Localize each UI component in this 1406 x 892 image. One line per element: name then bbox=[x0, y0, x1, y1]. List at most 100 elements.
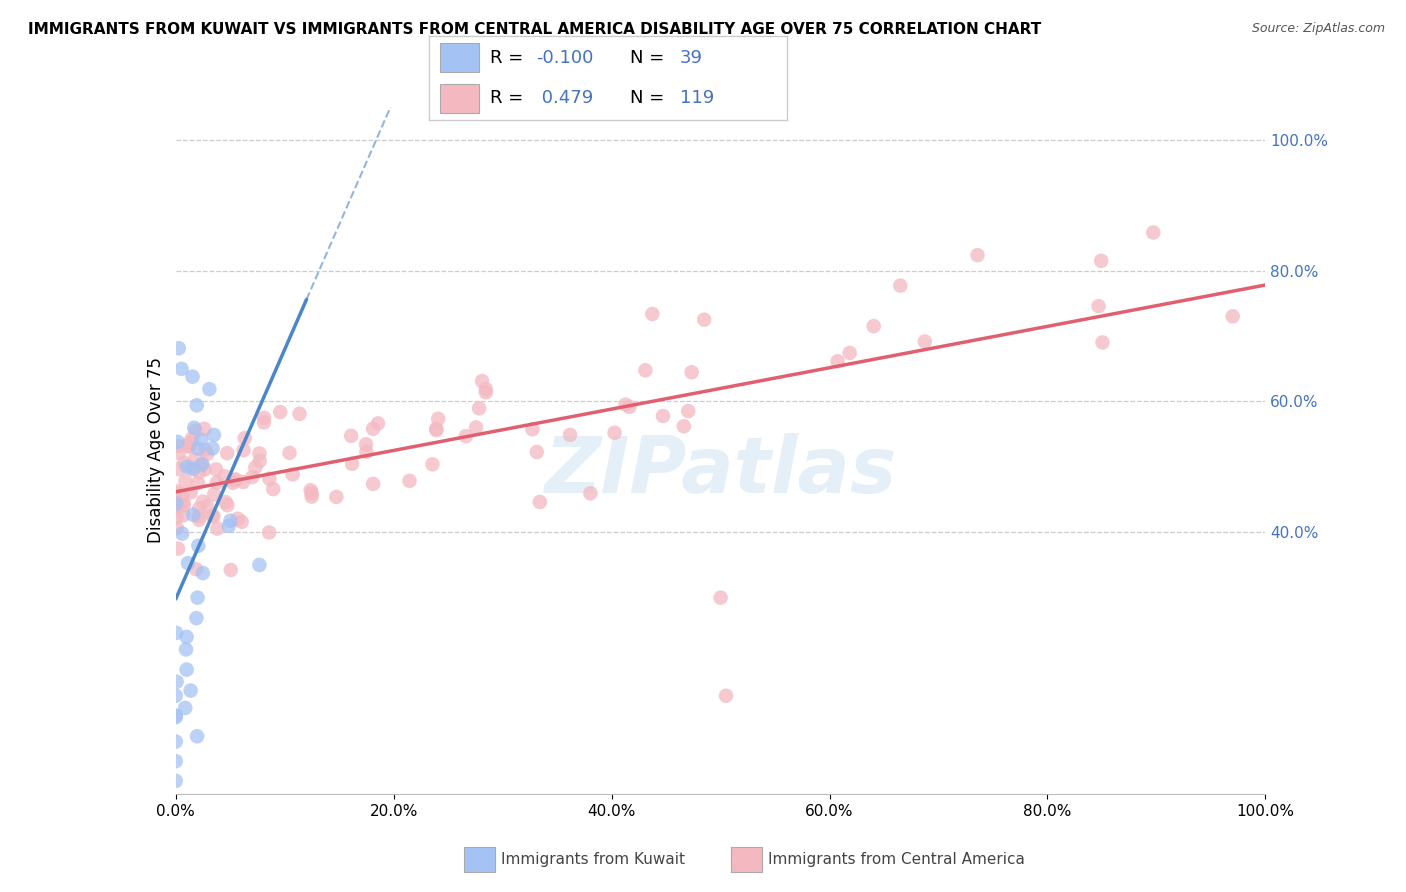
Point bbox=[191, 457, 214, 471]
Point bbox=[217, 446, 239, 460]
Point bbox=[340, 429, 363, 443]
Point bbox=[301, 490, 323, 504]
Point bbox=[165, 708, 187, 723]
Point bbox=[170, 362, 193, 376]
Point bbox=[181, 462, 204, 476]
Point bbox=[838, 346, 860, 360]
Point bbox=[181, 508, 204, 522]
Point bbox=[827, 354, 849, 368]
Point bbox=[205, 462, 228, 476]
Point bbox=[191, 458, 214, 472]
Point bbox=[214, 469, 236, 483]
Point bbox=[191, 566, 214, 580]
Point bbox=[188, 501, 211, 516]
Point bbox=[186, 611, 208, 625]
Point bbox=[188, 513, 211, 527]
Point bbox=[174, 701, 197, 715]
Point bbox=[187, 475, 209, 490]
Point bbox=[173, 456, 195, 470]
Point bbox=[172, 508, 194, 523]
Point bbox=[269, 405, 291, 419]
Point bbox=[231, 515, 253, 529]
Point bbox=[165, 734, 187, 748]
Point bbox=[179, 440, 201, 454]
Point bbox=[634, 363, 657, 377]
Point bbox=[166, 674, 188, 689]
Point bbox=[325, 490, 347, 504]
Point bbox=[471, 374, 494, 388]
Point bbox=[233, 431, 256, 445]
Point bbox=[165, 773, 187, 788]
Point bbox=[356, 445, 378, 459]
Point bbox=[526, 445, 548, 459]
Point bbox=[603, 425, 626, 440]
Point bbox=[172, 487, 194, 501]
Point bbox=[174, 642, 197, 657]
Text: R =: R = bbox=[489, 49, 529, 67]
Text: 39: 39 bbox=[681, 49, 703, 67]
Point bbox=[186, 562, 208, 576]
Point bbox=[558, 427, 581, 442]
Point bbox=[166, 510, 188, 524]
Point bbox=[169, 499, 191, 513]
Point bbox=[1090, 253, 1112, 268]
Point bbox=[1142, 226, 1164, 240]
Point bbox=[187, 442, 209, 456]
Point bbox=[181, 369, 204, 384]
Point bbox=[177, 556, 200, 570]
Point bbox=[165, 689, 187, 703]
Point bbox=[579, 486, 602, 500]
Point bbox=[173, 499, 195, 513]
Point bbox=[475, 385, 498, 400]
Point bbox=[222, 475, 245, 490]
Text: Immigrants from Central America: Immigrants from Central America bbox=[768, 853, 1025, 867]
Point bbox=[249, 446, 271, 460]
Point bbox=[249, 558, 271, 572]
Point bbox=[165, 484, 187, 499]
Point bbox=[678, 404, 700, 418]
Text: 119: 119 bbox=[681, 89, 714, 107]
Point bbox=[1091, 335, 1114, 350]
Text: Immigrants from Kuwait: Immigrants from Kuwait bbox=[501, 853, 685, 867]
Point bbox=[422, 458, 444, 472]
Point bbox=[1222, 310, 1244, 324]
Point bbox=[172, 526, 194, 541]
Point bbox=[184, 424, 207, 438]
Point bbox=[226, 512, 249, 526]
Point bbox=[966, 248, 988, 262]
Point bbox=[167, 541, 190, 556]
Point bbox=[257, 525, 280, 540]
Point bbox=[281, 467, 304, 482]
Point bbox=[361, 477, 384, 491]
Point bbox=[186, 729, 208, 743]
Text: R =: R = bbox=[489, 89, 529, 107]
Point bbox=[619, 400, 641, 414]
Point bbox=[207, 522, 229, 536]
Point bbox=[167, 341, 190, 355]
Point bbox=[367, 417, 389, 431]
Point bbox=[454, 429, 477, 443]
Point bbox=[218, 519, 240, 533]
Point bbox=[652, 409, 675, 423]
Point bbox=[641, 307, 664, 321]
Point bbox=[176, 630, 198, 644]
Point bbox=[427, 412, 450, 426]
Text: IMMIGRANTS FROM KUWAIT VS IMMIGRANTS FROM CENTRAL AMERICA DISABILITY AGE OVER 75: IMMIGRANTS FROM KUWAIT VS IMMIGRANTS FRO… bbox=[28, 22, 1042, 37]
FancyBboxPatch shape bbox=[440, 84, 479, 112]
Point bbox=[184, 452, 207, 467]
Point bbox=[180, 683, 202, 698]
Point bbox=[217, 498, 239, 512]
Point bbox=[398, 474, 420, 488]
Point bbox=[202, 427, 225, 442]
Point bbox=[188, 466, 211, 480]
Point bbox=[177, 439, 200, 453]
Point bbox=[465, 420, 488, 434]
Point bbox=[232, 443, 254, 458]
Point bbox=[225, 473, 247, 487]
Point bbox=[889, 278, 911, 293]
Point bbox=[173, 495, 195, 509]
Point bbox=[253, 416, 276, 430]
Point bbox=[198, 382, 221, 396]
Point bbox=[262, 482, 284, 496]
Point bbox=[202, 487, 225, 501]
